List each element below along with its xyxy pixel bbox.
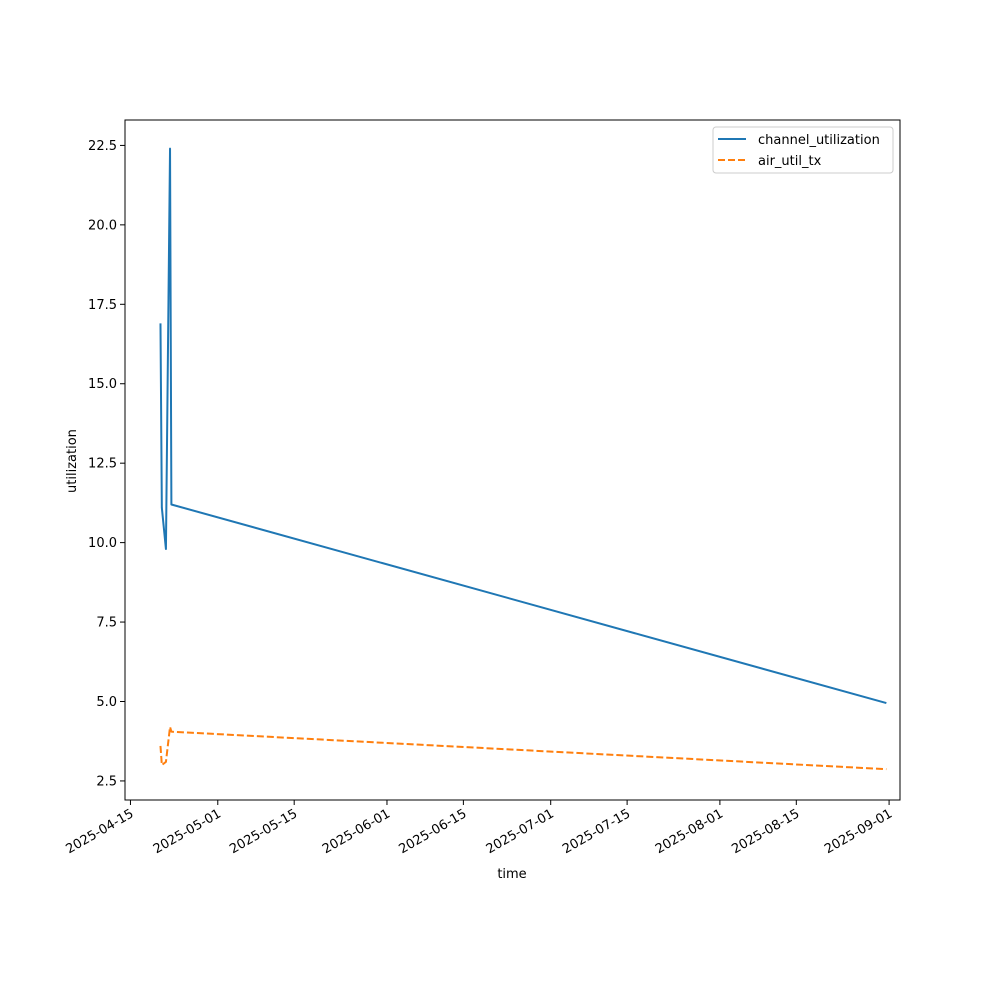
y-tick-label: 12.5 [88, 457, 117, 472]
y-tick-label: 17.5 [88, 298, 117, 313]
y-axis-label: utilization [65, 429, 80, 493]
y-axis: 2.5 5.0 7.5 10.0 12.5 15.0 17.5 20.0 22.5 [88, 139, 125, 789]
plot-lines [159, 147, 887, 771]
x-axis-label: time [497, 867, 526, 882]
y-tick-label: 15.0 [88, 377, 117, 392]
y-tick-label: 5.0 [96, 695, 117, 710]
legend-label-air-util-tx: air_util_tx [758, 154, 822, 169]
legend-label-channel-utilization: channel_utilization [758, 133, 880, 148]
y-tick-label: 22.5 [88, 139, 117, 154]
legend: channel_utilization air_util_tx [712, 126, 894, 174]
legend-box [712, 126, 894, 174]
series-line-channel-utilization [159, 147, 887, 705]
y-tick-label: 2.5 [96, 774, 117, 789]
plot-frame [124, 119, 901, 801]
y-tick-label: 20.0 [88, 218, 117, 233]
series-line-air-util-tx [159, 725, 887, 771]
y-tick-label: 7.5 [96, 616, 117, 631]
y-tick-label: 10.0 [88, 536, 117, 551]
